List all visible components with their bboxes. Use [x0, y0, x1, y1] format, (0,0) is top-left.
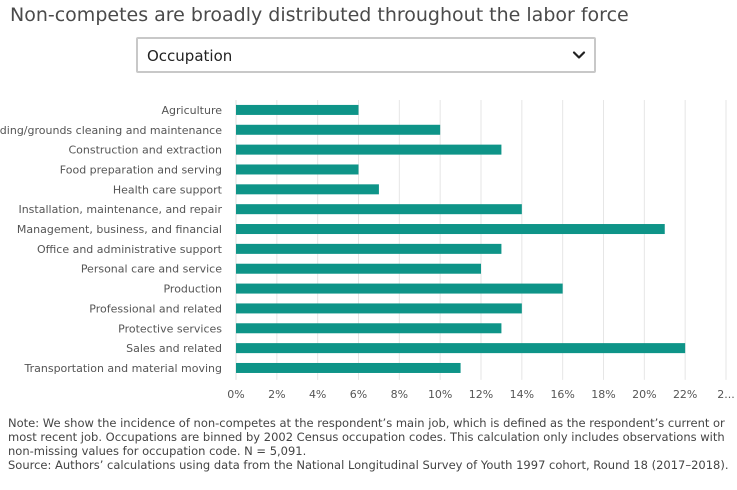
x-tick-label: 2% — [268, 388, 285, 401]
x-tick-label: 8% — [391, 388, 408, 401]
bar[interactable] — [236, 323, 502, 334]
x-tick-label: 2... — [717, 388, 735, 401]
x-tick-label: 14% — [510, 388, 534, 401]
x-tick-label: 10% — [428, 388, 452, 401]
source-text: Source: Authors’ calculations using data… — [8, 458, 729, 472]
bar[interactable] — [236, 104, 359, 115]
bar-chart: Agriculture Building/grounds cleaning and… — [0, 100, 735, 401]
x-tick-label: 20% — [632, 388, 656, 401]
category-label: Production — [163, 283, 222, 296]
category-label: Installation, maintenance, and repair — [18, 203, 222, 216]
select-value: Occupation — [147, 47, 233, 65]
bar[interactable] — [236, 164, 359, 175]
category-label: Protective services — [118, 322, 222, 335]
category-labels: Agriculture Building/grounds cleaning and… — [0, 104, 223, 375]
x-tick-label: 22% — [673, 388, 697, 401]
x-tick-label: 18% — [591, 388, 615, 401]
chart-note: Note: We show the incidence of non-compe… — [8, 416, 730, 472]
bar[interactable] — [236, 124, 441, 135]
x-tick-label: 6% — [350, 388, 367, 401]
chevron-down-icon — [572, 51, 586, 59]
category-label: Building/grounds cleaning and maintenanc… — [0, 124, 222, 137]
chart-title: Non-competes are broadly distributed thr… — [10, 4, 629, 26]
category-label: Sales and related — [126, 342, 222, 355]
bar[interactable] — [236, 343, 686, 354]
category-label: Personal care and service — [81, 263, 222, 276]
bar[interactable] — [236, 303, 522, 314]
category-label: Professional and related — [89, 302, 222, 315]
x-axis-ticks: 0% 2% 4% 6% 8% 10% 12% 14% 16% 18% 20% 22% 2... — [227, 388, 734, 401]
category-label: Management, business, and financial — [17, 223, 222, 236]
category-label: Health care support — [113, 183, 223, 196]
grid-lines — [235, 100, 727, 380]
bars — [236, 104, 686, 373]
bar[interactable] — [236, 204, 522, 215]
bar[interactable] — [236, 283, 563, 294]
x-tick-label: 0% — [227, 388, 244, 401]
x-tick-label: 4% — [309, 388, 326, 401]
category-label: Construction and extraction — [68, 144, 222, 157]
category-label: Agriculture — [162, 104, 223, 117]
bar[interactable] — [236, 224, 665, 235]
bar[interactable] — [236, 144, 502, 155]
x-tick-label: 16% — [550, 388, 574, 401]
note-text: Note: We show the incidence of non-compe… — [8, 416, 725, 458]
x-tick-label: 12% — [469, 388, 493, 401]
occupation-select[interactable]: Occupation — [136, 37, 596, 73]
category-label: Office and administrative support — [37, 243, 223, 256]
bar[interactable] — [236, 263, 481, 274]
bar[interactable] — [236, 184, 379, 195]
category-label: Food preparation and serving — [60, 163, 222, 176]
category-label: Transportation and material moving — [24, 362, 223, 375]
bar[interactable] — [236, 243, 502, 254]
bar[interactable] — [236, 362, 461, 373]
